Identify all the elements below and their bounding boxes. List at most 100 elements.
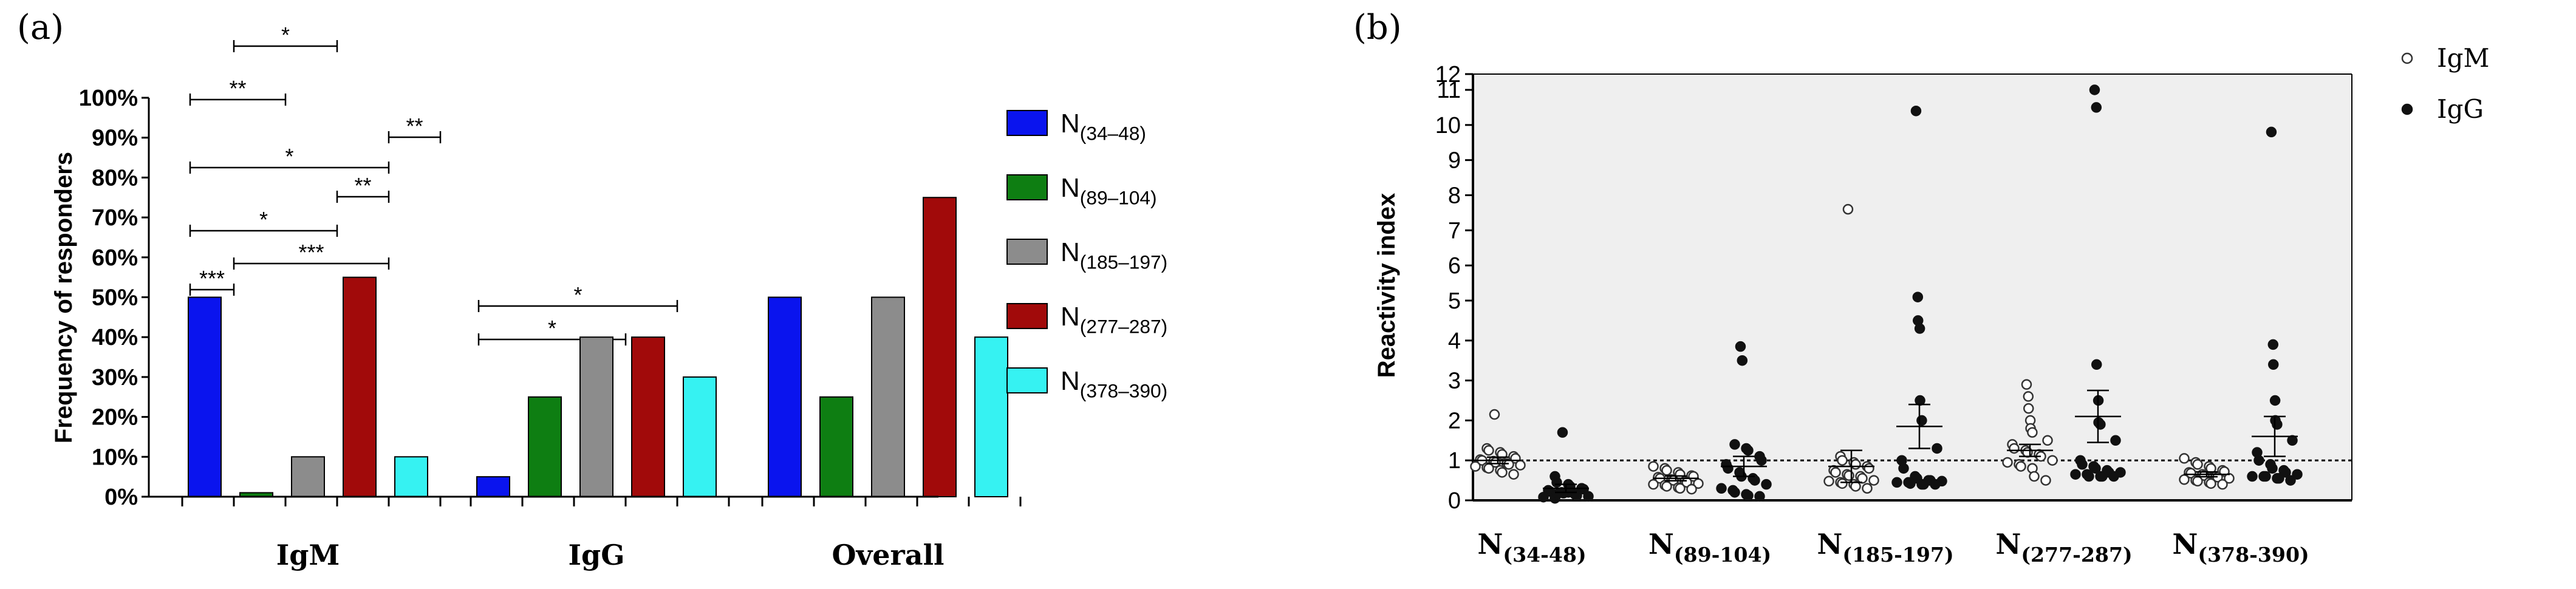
bar-igg-series-5	[683, 376, 717, 498]
x-category-label: IgG	[569, 539, 625, 571]
igm-point	[2009, 443, 2020, 454]
igg-point	[2108, 471, 2119, 482]
igm-point	[2185, 468, 2196, 479]
igg-point	[2266, 126, 2277, 138]
igm-point	[1648, 478, 1659, 490]
y-tick-label: 5	[1448, 288, 1461, 314]
legend-label-4-base: N	[1061, 302, 1080, 332]
igg-point	[2247, 471, 2258, 482]
y-tick-label: 40%	[92, 325, 138, 350]
igg-point	[1551, 489, 1562, 500]
igm-point	[1857, 473, 1868, 484]
significance-label: *	[259, 207, 268, 232]
igg-point	[1918, 478, 1929, 490]
igm-point	[1837, 478, 1848, 489]
igg-point	[1916, 415, 1927, 426]
y-tick-label: 100%	[79, 86, 138, 111]
y-tick-label: 90%	[92, 126, 138, 151]
igm-point	[2217, 478, 2228, 490]
bar-overall-series-2	[819, 396, 853, 497]
igm-point	[2021, 379, 2032, 390]
igg-point	[2260, 471, 2271, 482]
x-category-label-1-sub: (34-48)	[1503, 543, 1586, 567]
legend-label-1-base: N	[1061, 109, 1080, 138]
igm-point	[1850, 459, 1861, 470]
y-tick-label: 6	[1448, 253, 1461, 279]
igg-point	[1743, 445, 1754, 456]
igg-point	[1754, 491, 1765, 502]
y-tick-label: 8	[1448, 183, 1461, 209]
igm-point	[2027, 427, 2038, 438]
igm-point	[2002, 457, 2013, 468]
igm-point	[2192, 475, 2203, 487]
legend-label-5: N(378–390)	[1061, 366, 1167, 401]
igm-point	[2015, 461, 2026, 472]
igm-point	[1503, 459, 1514, 470]
igg-point	[1723, 463, 1734, 474]
igg-point	[1915, 395, 1925, 406]
x-category-label-4-sub: (277-287)	[2021, 543, 2132, 567]
igg-point	[2083, 471, 2094, 482]
igm-point	[1497, 467, 1508, 478]
bar-overall-series-4	[923, 197, 957, 497]
panel-a-bar-chart: (a) Frequency of responders ************…	[17, 8, 1167, 571]
igg-point	[2272, 419, 2283, 430]
igm-point	[2192, 459, 2203, 470]
igg-point	[1538, 491, 1549, 503]
igg-point	[1565, 485, 1576, 496]
legend-label-igg: IgG	[2437, 94, 2484, 124]
legend-label-2: N(89–104)	[1061, 173, 1157, 208]
igg-point	[1930, 478, 1941, 490]
significance-label: **	[354, 173, 371, 198]
legend-label-3: N(185–197)	[1061, 237, 1167, 273]
y-tick-label: 10%	[92, 444, 138, 470]
igm-point	[2042, 435, 2053, 446]
x-category-label: IgM	[276, 539, 340, 571]
significance-label: **	[229, 76, 246, 101]
y-tick-label: 2	[1448, 408, 1461, 434]
legend-marker-igg	[2401, 103, 2413, 115]
panel-b-label: (b)	[1353, 8, 1402, 47]
x-category-label-1-base: N	[1477, 528, 1503, 560]
panel-a-label: (a)	[17, 8, 64, 47]
y-tick-label: 30%	[92, 365, 138, 390]
igm-point	[1837, 455, 1848, 466]
panel-a-y-axis-title: Frequency of responders	[50, 152, 77, 443]
igm-point	[2047, 455, 2058, 466]
bar-overall-series-5	[974, 336, 1008, 497]
legend-swatch-1	[1006, 110, 1048, 136]
x-category-label-2-base: N	[1648, 528, 1674, 560]
x-category-label-4-base: N	[1995, 528, 2021, 560]
igg-point	[1761, 478, 1772, 490]
x-category-label-2: N(89-104)	[1648, 528, 1771, 567]
y-tick-label: 50%	[92, 285, 138, 311]
legend-label-igm: IgM	[2437, 43, 2489, 73]
igg-point	[1914, 323, 1925, 334]
igg-point	[1729, 487, 1740, 498]
igg-point	[1749, 475, 1760, 486]
legend-label-5-sub: (378–390)	[1080, 380, 1167, 401]
igm-point	[2029, 471, 2040, 482]
legend-label-4: N(277–287)	[1061, 302, 1167, 337]
x-category-label: Overall	[832, 539, 944, 571]
y-tick-label: 10	[1435, 113, 1461, 138]
y-tick-label: 3	[1448, 369, 1461, 394]
igg-point	[2287, 435, 2298, 446]
igg-point	[2089, 84, 2100, 95]
x-category-label-1: N(34-48)	[1477, 528, 1586, 567]
significance-label: *	[285, 144, 293, 169]
significance-label: **	[406, 114, 423, 138]
igm-point	[1842, 203, 1854, 215]
legend-marker-igm	[2401, 52, 2413, 64]
igg-point	[2292, 469, 2303, 480]
igg-point	[2267, 463, 2278, 474]
legend-label-5-base: N	[1061, 366, 1080, 396]
bar-igm-series-3	[291, 456, 325, 497]
igg-point	[2253, 455, 2264, 466]
igg-point	[2077, 459, 2088, 470]
igg-point	[1756, 455, 1767, 466]
igg-point	[1932, 443, 1942, 454]
igg-point	[2097, 471, 2108, 482]
